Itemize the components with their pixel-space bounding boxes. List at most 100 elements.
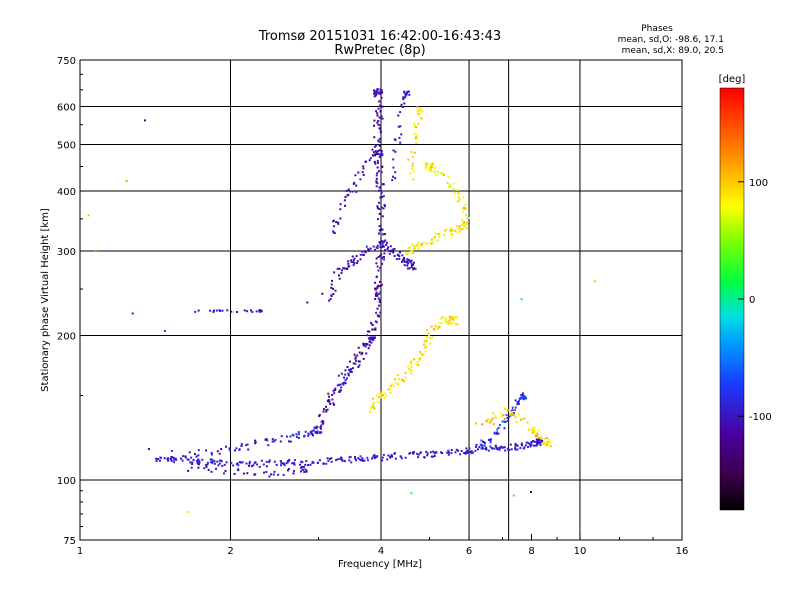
data-point [406,258,409,261]
data-point [376,307,379,310]
data-point [329,403,332,405]
data-point [520,442,523,445]
data-point [330,460,333,463]
data-point [444,317,447,320]
data-point [410,372,413,375]
data-point [293,470,295,473]
data-point [454,451,457,454]
data-point [358,360,361,363]
data-point [322,421,325,424]
data-point [293,459,296,462]
data-point [378,285,381,288]
data-point [466,449,469,452]
data-point [201,458,204,461]
data-point [368,344,371,347]
data-point [459,228,462,231]
data-point [192,459,195,461]
data-point [425,329,428,332]
data-point [366,459,369,462]
data-point [376,394,379,397]
data-point [399,125,402,128]
data-point [506,447,509,450]
data-point [341,458,344,461]
data-point [420,117,423,120]
data-point [405,260,407,263]
data-point [462,196,465,199]
data-point [416,360,419,363]
data-point [240,461,243,464]
data-point [375,321,378,324]
data-point [378,393,381,396]
data-point [240,445,243,447]
data-point [545,442,548,445]
data-point [423,343,425,346]
data-point [337,222,340,225]
data-point [404,252,407,255]
data-point [350,259,353,262]
data-point [489,418,492,421]
data-point [350,261,353,263]
data-point [167,459,170,462]
data-point [348,265,351,268]
data-point [215,467,217,470]
data-point [419,451,422,454]
data-point [458,199,460,202]
data-point [400,133,403,136]
data-point [406,260,409,263]
data-point [375,456,378,459]
data-point [401,106,404,108]
data-point [374,293,377,296]
data-point [368,249,371,252]
data-point [376,114,379,117]
data-point [326,400,329,402]
data-point [344,267,347,270]
data-point [398,255,401,258]
data-point [213,309,215,312]
data-point [524,397,527,400]
data-point [538,437,541,439]
data-point [196,460,199,462]
data-point [365,352,368,355]
data-point [450,449,453,452]
data-point [540,437,543,440]
data-point [413,151,416,154]
data-point [489,441,492,444]
data-point [318,413,321,416]
data-point [404,93,407,95]
data-point [371,337,374,340]
data-point [406,264,409,267]
data-point [330,295,333,297]
data-point [387,246,390,249]
data-point [362,344,365,347]
data-point [535,443,538,446]
data-point [332,287,335,290]
data-point [340,456,343,459]
data-point [376,182,379,185]
data-point [479,443,482,446]
data-point [416,452,419,455]
data-point [380,96,383,99]
data-point [343,199,346,202]
data-point [433,170,436,173]
data-point [403,264,406,267]
data-point [483,444,486,447]
data-point [223,463,226,466]
data-point [194,310,197,313]
data-point [375,90,378,92]
data-point [409,260,412,263]
data-point [260,459,263,462]
data-point [458,192,461,195]
data-point [516,403,519,406]
data-point [384,392,387,395]
data-point [525,441,528,444]
data-point [403,90,406,93]
data-point [485,446,488,449]
data-point [372,151,375,154]
data-point [506,419,509,422]
data-point [459,453,462,456]
data-point [457,196,460,199]
data-point [483,441,486,444]
data-point [410,259,413,262]
data-point [335,221,338,224]
data-point [266,439,269,442]
